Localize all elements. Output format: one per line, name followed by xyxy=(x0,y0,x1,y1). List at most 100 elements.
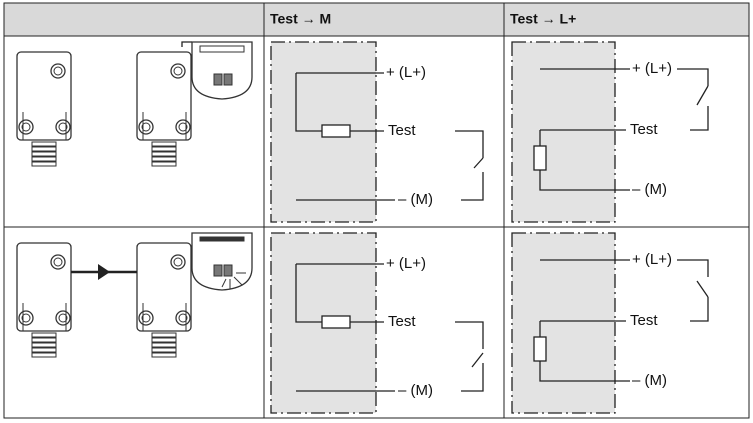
sensor-screw xyxy=(138,310,154,326)
connector xyxy=(151,342,177,348)
resistor xyxy=(321,315,351,329)
connector xyxy=(31,337,57,343)
connector xyxy=(31,352,57,358)
header-cell: Test → L+ xyxy=(510,11,576,27)
link-arrow xyxy=(98,264,110,280)
switch xyxy=(696,280,709,298)
test-label: Test xyxy=(630,121,658,138)
switch xyxy=(696,85,709,106)
wire xyxy=(455,130,484,158)
indicator-bar xyxy=(199,236,245,242)
ground-label: – (M) xyxy=(398,191,433,208)
sensor-screw xyxy=(21,122,31,132)
resistor xyxy=(533,145,547,171)
connector xyxy=(31,156,57,162)
sensor-lens xyxy=(173,257,183,267)
header-bg xyxy=(4,3,749,36)
sensor-side xyxy=(22,112,67,140)
sensor-screw xyxy=(175,119,191,135)
wire xyxy=(539,361,630,382)
connector xyxy=(151,156,177,162)
sensor-screw xyxy=(55,119,71,135)
connector xyxy=(31,347,57,353)
resistor xyxy=(321,124,351,138)
connector xyxy=(31,151,57,157)
indicator xyxy=(191,41,253,100)
led xyxy=(213,73,223,86)
connector xyxy=(151,347,177,353)
connector xyxy=(31,332,57,338)
sensor-screw xyxy=(138,119,154,135)
test-label: Test xyxy=(388,313,416,330)
wire xyxy=(295,264,322,323)
ground-label: – (M) xyxy=(632,181,667,198)
supply-label: + (L+) xyxy=(632,60,672,77)
led xyxy=(223,73,233,86)
test-label: Test xyxy=(630,312,658,329)
sensor-screw xyxy=(178,313,188,323)
wire xyxy=(539,170,630,191)
table-grid xyxy=(3,2,750,419)
sensor-screw xyxy=(58,313,68,323)
connector xyxy=(151,141,177,147)
sensor-side xyxy=(142,303,187,331)
wire xyxy=(690,297,709,322)
connector xyxy=(151,332,177,338)
connector xyxy=(151,161,177,167)
switch xyxy=(473,157,484,169)
sensor-body xyxy=(136,51,192,141)
header-cell: Test → M xyxy=(270,11,331,27)
supply-label: + (L+) xyxy=(386,64,426,81)
connector xyxy=(31,342,57,348)
wire xyxy=(677,259,709,277)
sensor-screw xyxy=(21,313,31,323)
connector xyxy=(151,352,177,358)
supply-label: + (L+) xyxy=(632,251,672,268)
sensor-lens xyxy=(173,66,183,76)
sensor-lens xyxy=(53,66,63,76)
wire xyxy=(295,73,322,132)
housing xyxy=(511,232,616,414)
resistor xyxy=(533,336,547,362)
ground-label: – (M) xyxy=(632,372,667,389)
indicator xyxy=(191,232,253,291)
connector xyxy=(31,141,57,147)
sensor-lens xyxy=(53,257,63,267)
connector xyxy=(31,161,57,167)
connector xyxy=(151,146,177,152)
led-ray xyxy=(221,278,227,288)
switch xyxy=(471,352,484,368)
connector xyxy=(151,151,177,157)
led-ray xyxy=(233,276,243,286)
sensor-side xyxy=(22,303,67,331)
supply-label: + (L+) xyxy=(386,255,426,272)
sensor-screw xyxy=(18,119,34,135)
housing xyxy=(511,41,616,223)
sensor-lens xyxy=(50,63,66,79)
test-label: Test xyxy=(388,122,416,139)
sensor-screw xyxy=(178,122,188,132)
wire xyxy=(181,41,192,47)
led xyxy=(213,264,223,277)
connector xyxy=(31,146,57,152)
sensor-screw xyxy=(18,310,34,326)
indicator-bar xyxy=(199,45,245,53)
wire xyxy=(461,172,484,201)
sensor-body xyxy=(16,242,72,332)
sensor-lens xyxy=(170,63,186,79)
sensor-lens xyxy=(170,254,186,270)
ground-label: – (M) xyxy=(398,382,433,399)
sensor-body xyxy=(136,242,192,332)
sensor-screw xyxy=(175,310,191,326)
wire xyxy=(677,68,709,86)
sensor-body xyxy=(16,51,72,141)
connector xyxy=(151,337,177,343)
sensor-lens xyxy=(50,254,66,270)
wire xyxy=(461,363,484,392)
sensor-screw xyxy=(141,313,151,323)
wire xyxy=(455,321,484,349)
wire xyxy=(690,106,709,131)
sensor-side xyxy=(142,112,187,140)
led xyxy=(223,264,233,277)
